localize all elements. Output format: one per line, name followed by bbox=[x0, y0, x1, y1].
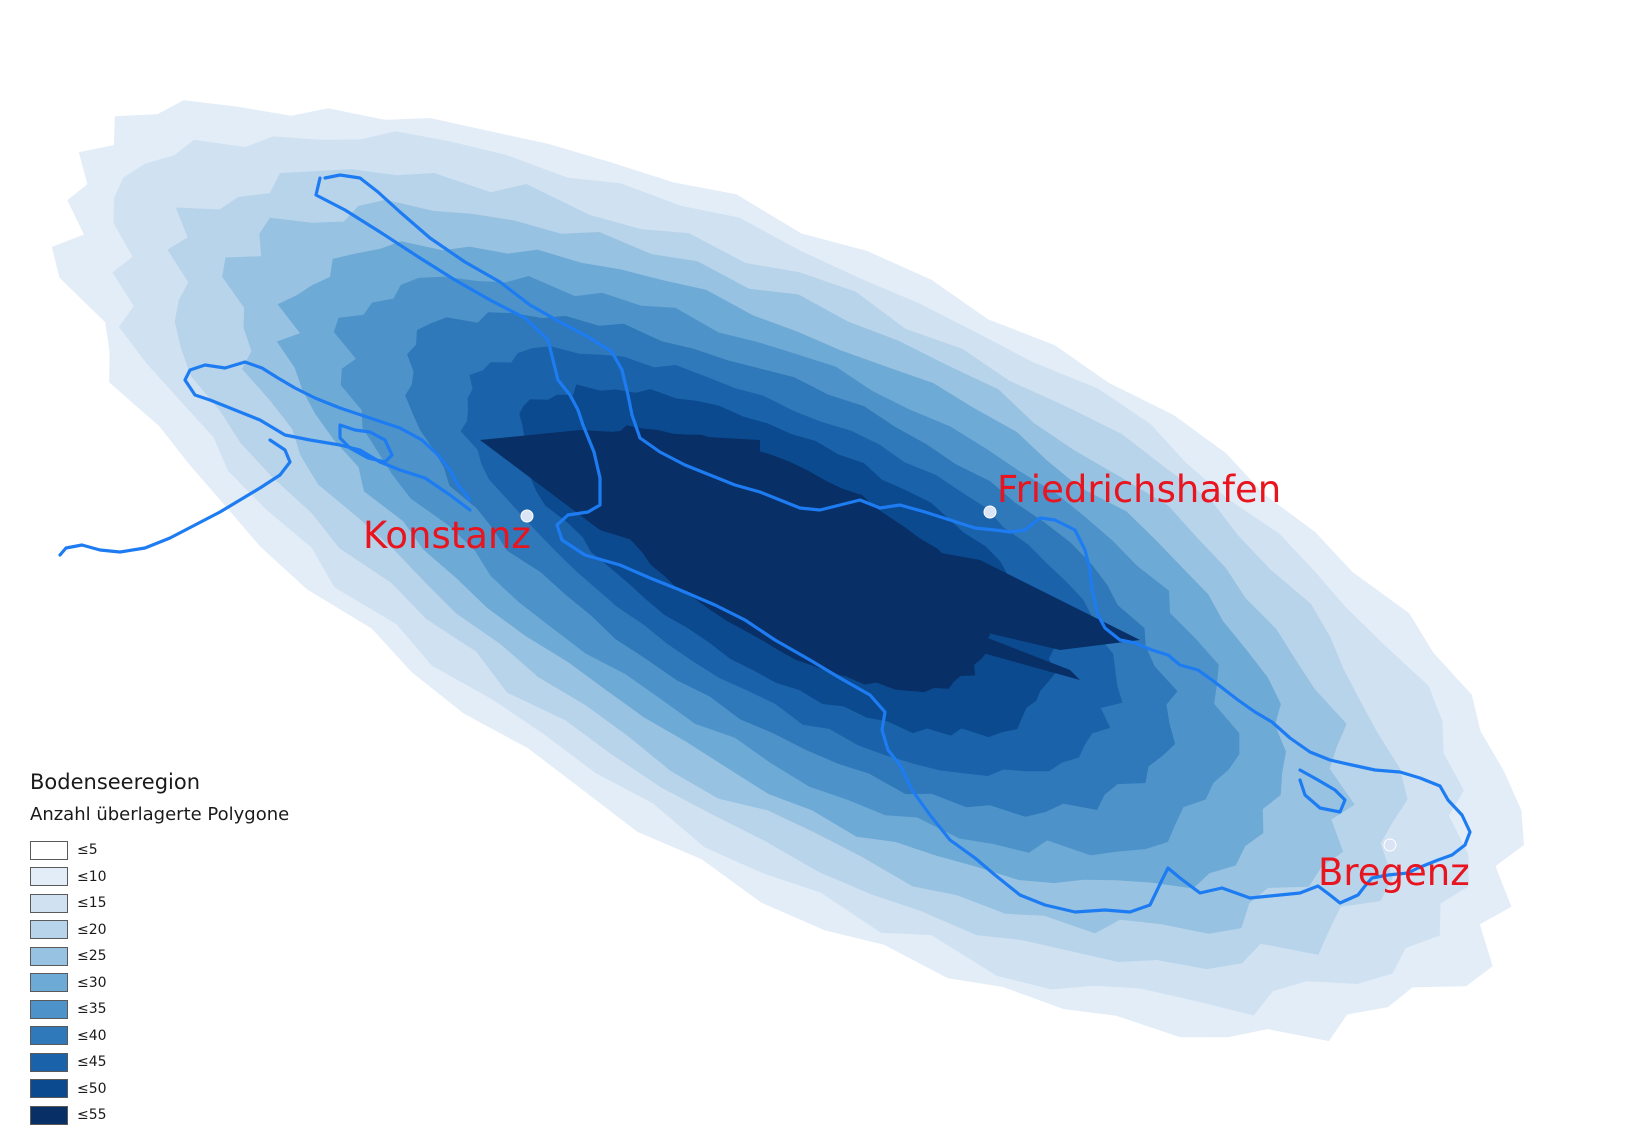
bregenz-shore-detail bbox=[1298, 768, 1347, 814]
city-label-bregenz: Bregenz bbox=[1318, 851, 1470, 894]
legend-item: ≤45 bbox=[30, 1049, 350, 1076]
legend-label: ≤40 bbox=[77, 1027, 107, 1044]
city-label-friedrichshafen: Friedrichshafen bbox=[997, 468, 1281, 511]
legend-title: Bodenseeregion bbox=[30, 770, 201, 794]
legend-swatch bbox=[30, 867, 68, 887]
legend-item: ≤35 bbox=[30, 996, 350, 1023]
legend-label: ≤20 bbox=[77, 921, 107, 938]
legend-swatch bbox=[30, 920, 68, 940]
circle-dot-icon bbox=[983, 505, 997, 519]
legend-label: ≤10 bbox=[77, 868, 107, 885]
legend-label: ≤55 bbox=[77, 1107, 107, 1124]
legend-label: ≤15 bbox=[77, 895, 107, 912]
city-label-konstanz: Konstanz bbox=[363, 514, 531, 557]
circle-dot-icon bbox=[520, 509, 534, 523]
legend-item: ≤50 bbox=[30, 1076, 350, 1103]
untersee-outline bbox=[183, 360, 472, 512]
legend-item: ≤10 bbox=[30, 864, 350, 891]
legend-swatch bbox=[30, 1079, 68, 1099]
legend-swatch bbox=[30, 893, 68, 913]
legend-item: ≤5 bbox=[30, 837, 350, 864]
city-markers: Konstanz Friedrichshafen Bregenz bbox=[363, 468, 1470, 894]
legend-swatch bbox=[30, 1105, 68, 1125]
reichenau-island bbox=[338, 423, 394, 464]
legend-swatch bbox=[30, 1026, 68, 1046]
legend-label: ≤35 bbox=[77, 1001, 107, 1018]
legend-item: ≤20 bbox=[30, 917, 350, 944]
legend-label: ≤25 bbox=[77, 948, 107, 965]
upper-lake-outline bbox=[314, 173, 1472, 914]
legend-label: ≤5 bbox=[77, 842, 98, 859]
legend-list: ≤5 ≤10 ≤15 ≤20 ≤25 ≤30 ≤35 ≤40 ≤45 ≤50 ≤55 bbox=[30, 837, 350, 1129]
legend-swatch bbox=[30, 999, 68, 1019]
legend-subtitle: Anzahl überlagerte Polygone bbox=[30, 804, 290, 825]
legend-item: ≤55 bbox=[30, 1102, 350, 1129]
legend-label: ≤50 bbox=[77, 1080, 107, 1097]
legend-item: ≤25 bbox=[30, 943, 350, 970]
map-legend: Bodenseeregion Anzahl überlagerte Polygo… bbox=[30, 770, 350, 1129]
lake-shoreline bbox=[58, 173, 1472, 914]
legend-label: ≤30 bbox=[77, 974, 107, 991]
density-zone-core bbox=[890, 600, 1080, 680]
legend-swatch bbox=[30, 946, 68, 966]
legend-swatch bbox=[30, 1052, 68, 1072]
legend-swatch bbox=[30, 973, 68, 993]
legend-item: ≤30 bbox=[30, 970, 350, 997]
legend-item: ≤40 bbox=[30, 1023, 350, 1050]
overlap-zones bbox=[51, 100, 1524, 1042]
legend-item: ≤15 bbox=[30, 890, 350, 917]
legend-swatch bbox=[30, 840, 68, 860]
rhine-outflow bbox=[58, 438, 292, 557]
circle-dot-icon bbox=[1383, 838, 1397, 852]
density-zone-core bbox=[480, 430, 1140, 650]
legend-label: ≤45 bbox=[77, 1054, 107, 1071]
